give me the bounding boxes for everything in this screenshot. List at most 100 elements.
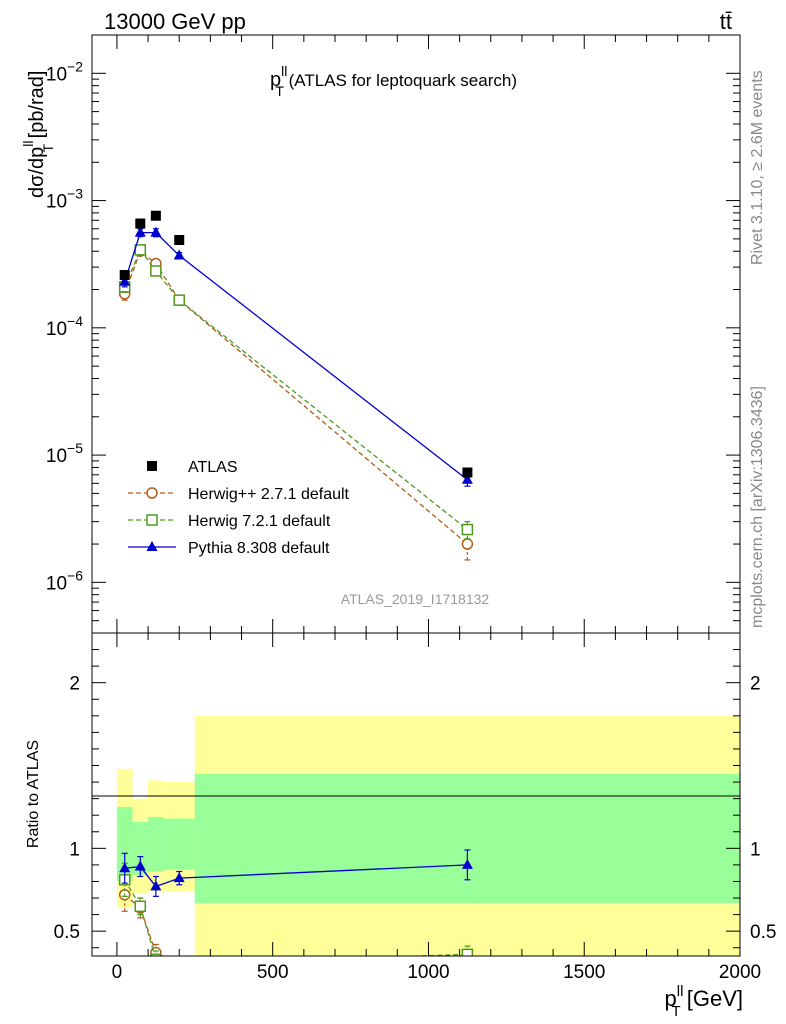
uncertainty-band-inner: [116, 806, 133, 882]
legend-marker: [146, 487, 158, 499]
ratio-y-tick-label: 1: [69, 839, 80, 860]
data-point: [173, 872, 185, 883]
ratio-series-layer: [118, 849, 474, 974]
xlabel-sup: ll: [677, 983, 684, 1000]
legend: ATLAS Herwig++ 2.7.1 default Herwig 7.2.1 …: [128, 459, 350, 557]
legend-label: Pythia 8.308 default: [188, 540, 330, 557]
analysis-watermark: ATLAS_2019_I1718132: [341, 591, 490, 607]
y-tick-mantissa: 10: [46, 319, 67, 340]
data-point: [150, 953, 162, 956]
data-point: [150, 210, 161, 221]
data-point: [134, 900, 147, 913]
data-point: [174, 959, 184, 969]
legend-marker: [146, 514, 158, 526]
legend-entry: Pythia 8.308 default: [128, 540, 330, 557]
ylabel-rest: [pb/rad]: [26, 71, 48, 144]
data-point: [134, 244, 147, 256]
data-point: [150, 226, 162, 237]
ratio-y-tick-label: 0.5: [54, 922, 80, 943]
x-tick-label: 500: [257, 962, 289, 983]
y-tick-label: 10−6: [46, 567, 83, 594]
x-tick-label: 0: [112, 962, 123, 983]
data-point: [174, 959, 184, 969]
ratio-y-tick-label: 2: [69, 674, 80, 695]
data-point: [173, 249, 185, 260]
x-tick-label: 2000: [719, 962, 761, 983]
legend-marker: [147, 461, 157, 471]
data-point: [461, 538, 474, 550]
data-point: [173, 294, 185, 306]
data-point: [461, 473, 473, 484]
data-point: [462, 467, 473, 478]
legend-entry: Herwig++ 2.7.1 default: [128, 486, 350, 503]
ylabel-sub: T: [40, 143, 56, 152]
data-point: [150, 880, 162, 891]
xlabel-sub: T: [671, 1003, 680, 1020]
y-tick-mantissa: 10: [46, 64, 67, 85]
y-tick-exponent: −6: [67, 567, 83, 583]
ratio-bands: [116, 715, 740, 956]
header-left: 13000 GeV pp: [104, 9, 246, 34]
ylabel-sup: ll: [20, 140, 36, 146]
ratio-frame: [91, 632, 741, 957]
legend-marker: [146, 541, 158, 551]
data-point: [174, 234, 185, 245]
y-tick-label: 10−2: [46, 58, 83, 85]
uncertainty-band-inner: [163, 818, 195, 870]
ratio-y-tick-label-right: 0.5: [750, 922, 776, 943]
main-series-atlas: [119, 210, 473, 478]
ratio-ylabel: Ratio to ATLAS: [25, 740, 42, 848]
title-sub: T: [275, 83, 284, 99]
y-tick-mantissa: 10: [46, 192, 67, 213]
series-line: [124, 231, 468, 481]
y-tick-exponent: −4: [67, 313, 83, 329]
data-point: [119, 275, 131, 286]
y-tick-label: 10−5: [46, 440, 83, 467]
y-tick-label: 10−3: [46, 186, 83, 213]
main-series-pythia-8-308-default: [119, 226, 473, 487]
rivet-label: Rivet 3.1.10, ≥ 2.6M events: [749, 70, 766, 265]
y-tick-mantissa: 10: [46, 446, 67, 467]
ratio-series-pythia-8-308-default: [119, 849, 473, 897]
main-series-layer: [118, 210, 474, 561]
legend-label: ATLAS: [188, 459, 238, 476]
y-tick-mantissa: 10: [46, 573, 67, 594]
ratio-xlabel: pll T [GeV]: [665, 983, 743, 1020]
legend-entry: Herwig 7.2.1 default: [128, 513, 331, 530]
xlabel-rest: [GeV]: [681, 986, 743, 1011]
ratio-y-tick-label-right: 1: [750, 839, 761, 860]
title-main: p: [270, 69, 281, 91]
series-line: [124, 879, 468, 956]
title-sup: ll: [281, 63, 287, 79]
title-rest: (ATLAS for leptoquark search): [284, 71, 517, 90]
x-tick-label: 1000: [407, 962, 449, 983]
xlabel-main: p: [665, 986, 677, 1011]
y-tick-exponent: −5: [67, 440, 83, 456]
legend-entry: ATLAS: [147, 459, 238, 476]
y-tick-exponent: −2: [67, 58, 83, 74]
main-panel: 10−210−310−410−510−6 pll T (ATLAS for lep…: [20, 34, 741, 634]
ratio-ticks: 0.5 0.5 1 1 2 2 0 500 1000 1500 2000: [54, 633, 776, 983]
main-ticks: 10−210−310−410−510−6: [46, 34, 741, 634]
data-point: [461, 948, 474, 956]
legend-label: Herwig 7.2.1 default: [188, 513, 331, 530]
mcplots-label: mcplots.cern.ch [arXiv:1306.3436]: [749, 386, 766, 628]
ratio-panel: 0.5 0.5 1 1 2 2 0 500 1000 1500 2000 Ratio to ATLA…: [25, 632, 776, 1020]
uncertainty-band-inner: [194, 773, 740, 903]
ratio-y-tick-label-right: 2: [750, 674, 761, 695]
data-point: [461, 858, 473, 869]
y-tick-exponent: −3: [67, 186, 83, 202]
data-point: [150, 265, 162, 277]
main-title: pll T (ATLAS for leptoquark search): [270, 63, 517, 99]
data-point: [462, 964, 472, 974]
x-tick-label: 1500: [563, 962, 605, 983]
y-tick-label: 10−4: [46, 313, 83, 340]
main-ylabel: dσ/dpll T [pb/rad]: [20, 71, 56, 198]
legend-label: Herwig++ 2.7.1 default: [188, 486, 350, 503]
data-point: [119, 270, 130, 281]
uncertainty-band-inner: [148, 816, 164, 872]
data-point: [119, 862, 131, 873]
ylabel-main: dσ/dp: [26, 147, 48, 198]
data-point: [134, 226, 146, 237]
